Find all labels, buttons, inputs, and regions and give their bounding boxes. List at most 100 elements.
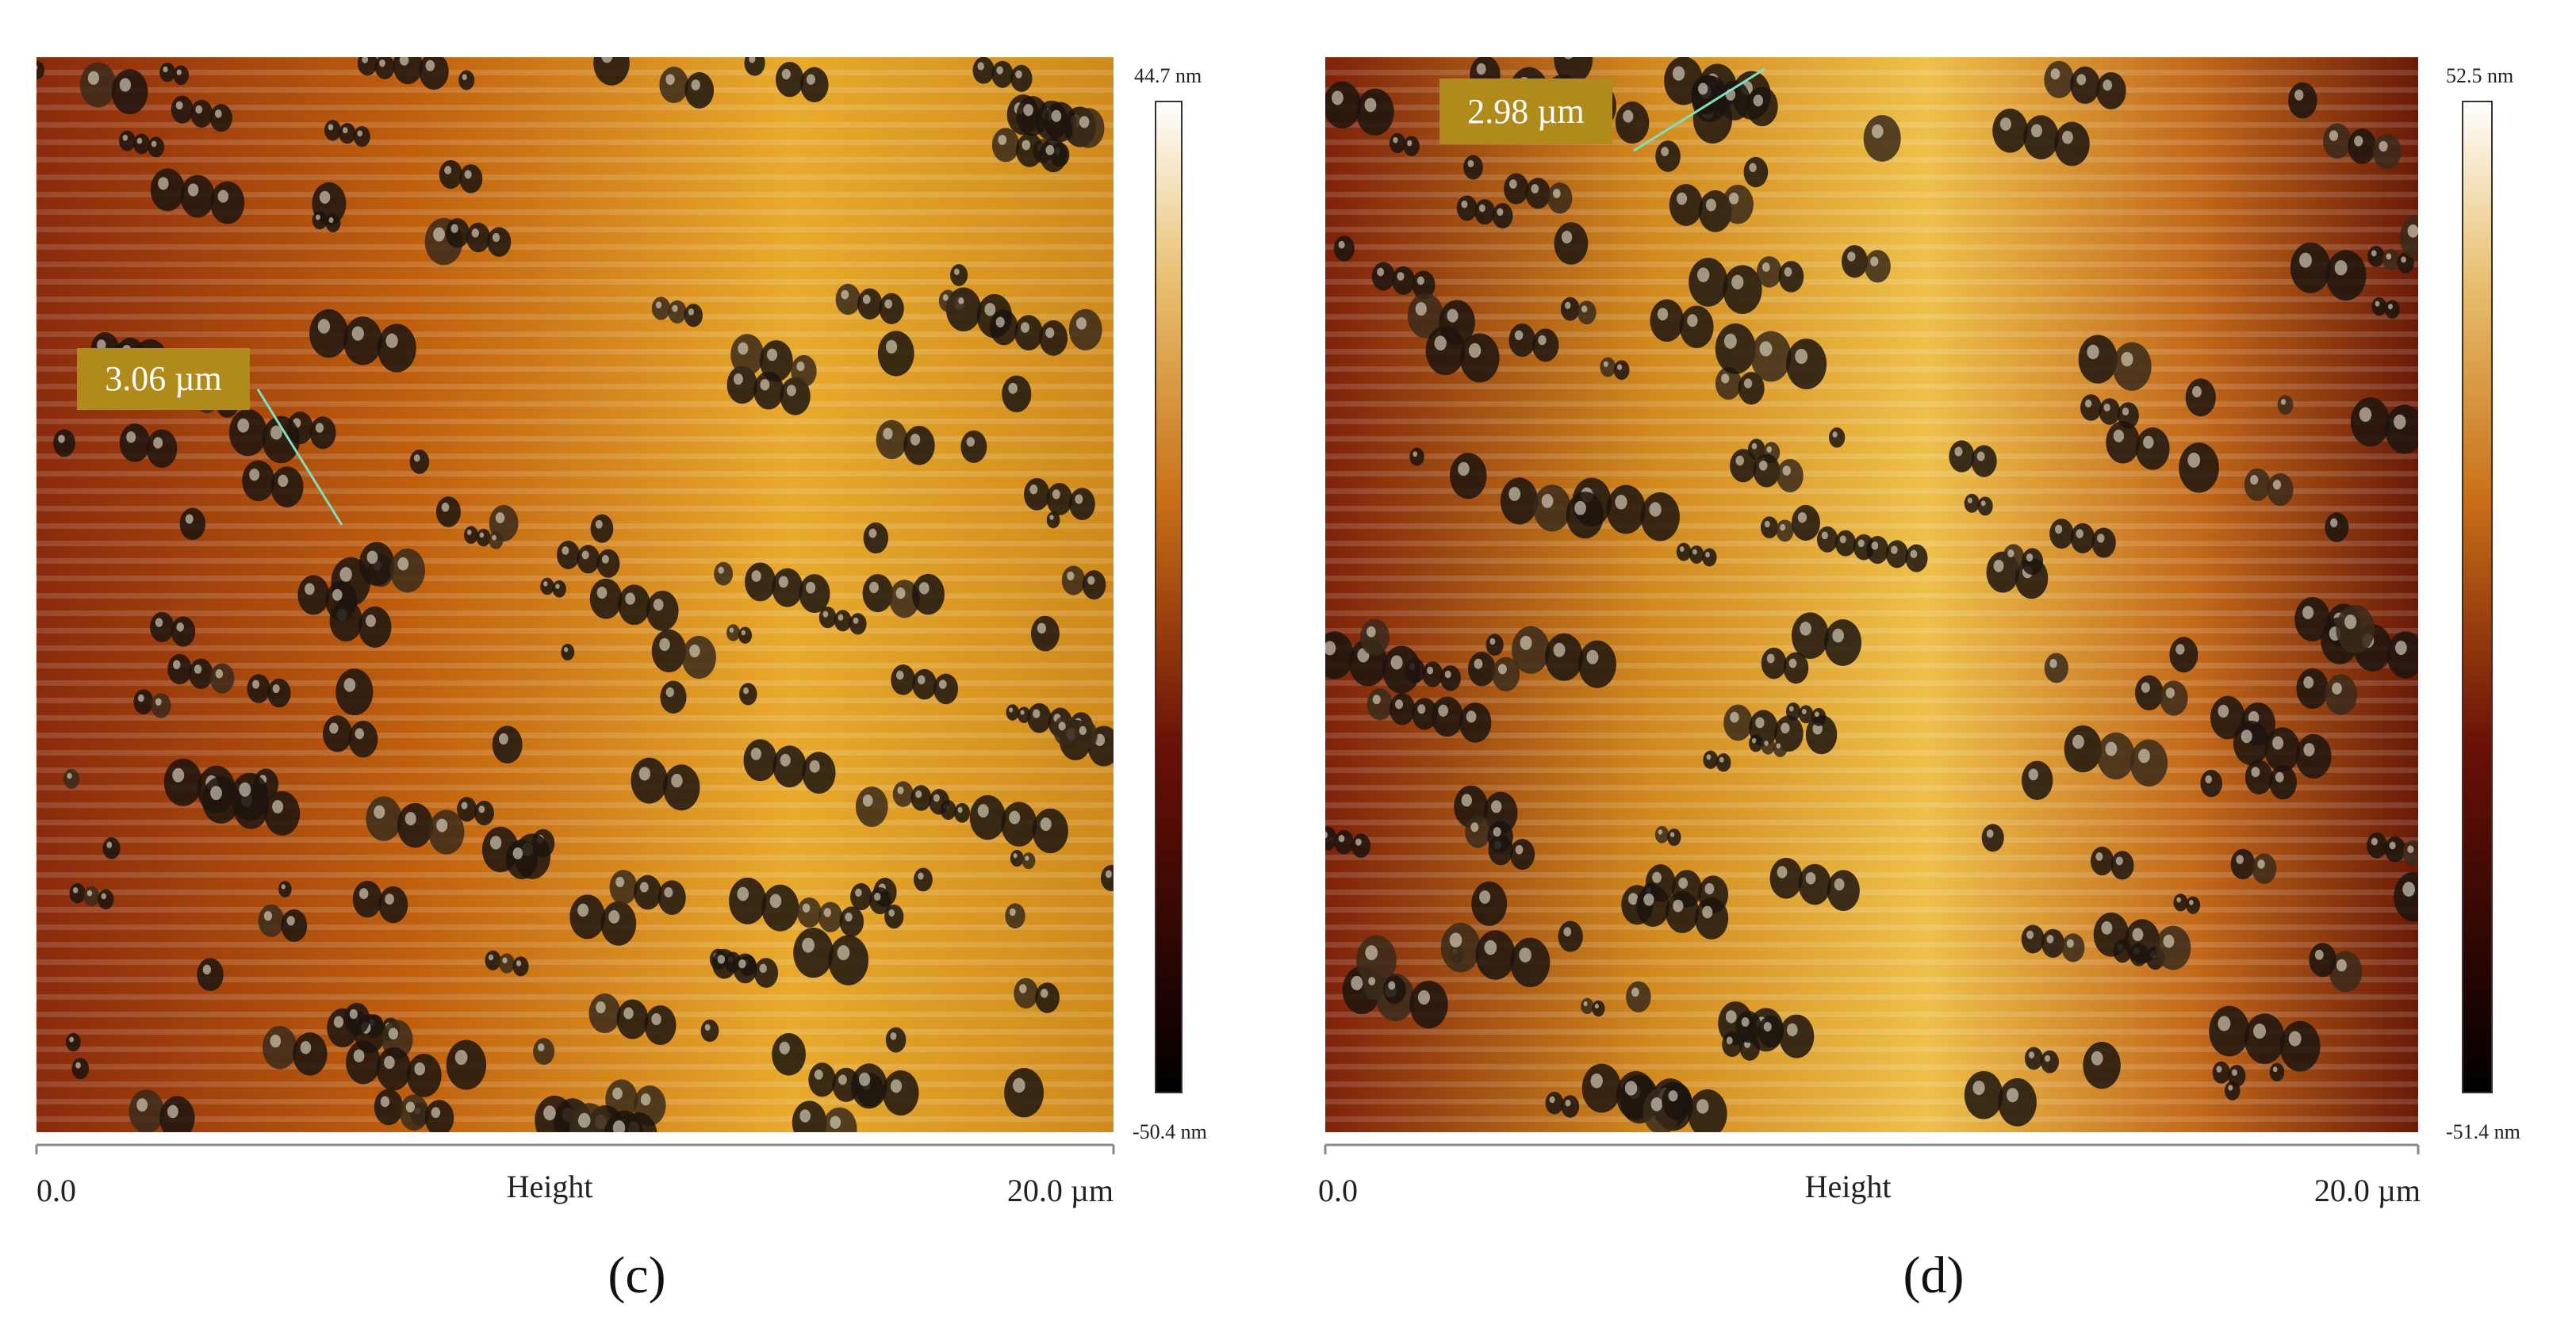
- particle-highlight: [1407, 140, 1413, 147]
- particle: [71, 1058, 90, 1080]
- particle-highlight: [1029, 484, 1038, 495]
- particle-highlight: [1552, 189, 1561, 198]
- particle: [2110, 851, 2134, 880]
- particle: [2224, 1081, 2241, 1100]
- particle-highlight: [1025, 855, 1029, 861]
- particle: [2044, 653, 2068, 683]
- panel-label: (c): [608, 1246, 665, 1304]
- particle: [1761, 647, 1787, 679]
- particle: [891, 664, 916, 695]
- particle: [374, 1089, 404, 1126]
- particle: [1044, 101, 1077, 143]
- particle-highlight: [885, 339, 898, 354]
- particle: [761, 884, 799, 932]
- particle: [2372, 133, 2402, 170]
- particle: [1743, 156, 1769, 188]
- particle: [159, 1096, 195, 1132]
- particle: [535, 1095, 575, 1132]
- particle-highlight: [1023, 104, 1033, 117]
- particle: [435, 496, 461, 527]
- particle-highlight: [2303, 676, 2314, 689]
- particle: [1533, 484, 1571, 532]
- particle: [960, 430, 987, 463]
- particle: [1356, 88, 1394, 136]
- particle-highlight: [249, 468, 260, 481]
- particle-highlight: [1338, 240, 1345, 249]
- particle-highlight: [1761, 262, 1770, 272]
- particle: [876, 419, 908, 460]
- particle-highlight: [718, 566, 724, 574]
- particle: [631, 757, 668, 804]
- particle: [270, 466, 304, 507]
- particle-highlight: [1766, 446, 1773, 453]
- particle-highlight: [1910, 549, 1918, 559]
- particle-highlight: [379, 59, 385, 67]
- particle-highlight: [1493, 827, 1501, 837]
- particle: [1046, 511, 1060, 529]
- particle-highlight: [433, 227, 445, 242]
- particle: [2044, 60, 2074, 98]
- particle: [2160, 680, 2188, 716]
- particle: [1403, 136, 1420, 156]
- particle: [83, 886, 100, 907]
- particle: [353, 126, 370, 147]
- particle-highlight: [1719, 756, 1724, 763]
- particle-highlight: [1741, 1016, 1750, 1028]
- particle-highlight: [1751, 442, 1758, 450]
- particle: [2394, 871, 2418, 922]
- particle-highlight: [1751, 737, 1757, 744]
- particle: [1032, 808, 1068, 854]
- particle-highlight: [1687, 314, 1698, 327]
- particle-highlight: [917, 675, 926, 685]
- particle-highlight: [1967, 497, 1972, 503]
- particle-highlight: [512, 847, 523, 859]
- particle: [201, 776, 240, 824]
- particle: [1805, 714, 1838, 755]
- particle-highlight: [639, 882, 649, 893]
- particle: [1981, 824, 2004, 852]
- particle-highlight: [2386, 253, 2392, 260]
- particle-highlight: [362, 57, 369, 63]
- particle-highlight: [1731, 274, 1744, 290]
- particle-highlight: [2402, 882, 2415, 897]
- particle: [189, 658, 213, 689]
- particle-highlight: [1743, 378, 1753, 388]
- particle: [399, 1094, 429, 1131]
- particle: [1465, 816, 1491, 848]
- particle: [1052, 715, 1077, 746]
- particle: [2279, 1020, 2321, 1072]
- particle-highlight: [2251, 767, 2260, 778]
- particle-highlight: [155, 698, 162, 706]
- particle-highlight: [1461, 200, 1468, 209]
- particle-highlight: [608, 909, 620, 924]
- particle-highlight: [1009, 810, 1021, 825]
- particle-highlight: [1474, 658, 1483, 669]
- particle-highlight: [1800, 622, 1811, 636]
- particle-highlight: [2280, 399, 2287, 405]
- particle: [1017, 706, 1031, 723]
- particle: [209, 663, 235, 694]
- particle: [36, 61, 45, 79]
- particle-highlight: [385, 333, 398, 349]
- particle: [1046, 483, 1073, 515]
- particle-highlight: [1797, 511, 1807, 523]
- particle-highlight: [780, 753, 791, 767]
- particle-highlight: [2379, 140, 2388, 152]
- particle: [1777, 458, 1804, 492]
- particle-highlight: [1784, 266, 1792, 277]
- particle: [1581, 997, 1594, 1015]
- particle-highlight: [1574, 500, 1586, 515]
- particle-highlight: [461, 802, 468, 810]
- particle-highlight: [2143, 435, 2154, 449]
- axis-end: 20.0 µm: [2314, 1173, 2421, 1208]
- particle: [1002, 375, 1032, 413]
- particle: [2288, 82, 2317, 119]
- particle-highlight: [278, 474, 289, 488]
- particle: [2091, 527, 2116, 558]
- particle: [1738, 372, 1765, 405]
- particle-highlight: [1805, 871, 1816, 885]
- particle: [1783, 652, 1809, 684]
- particle-highlight: [995, 316, 1005, 327]
- particle-highlight: [873, 892, 881, 901]
- particle: [1014, 315, 1043, 351]
